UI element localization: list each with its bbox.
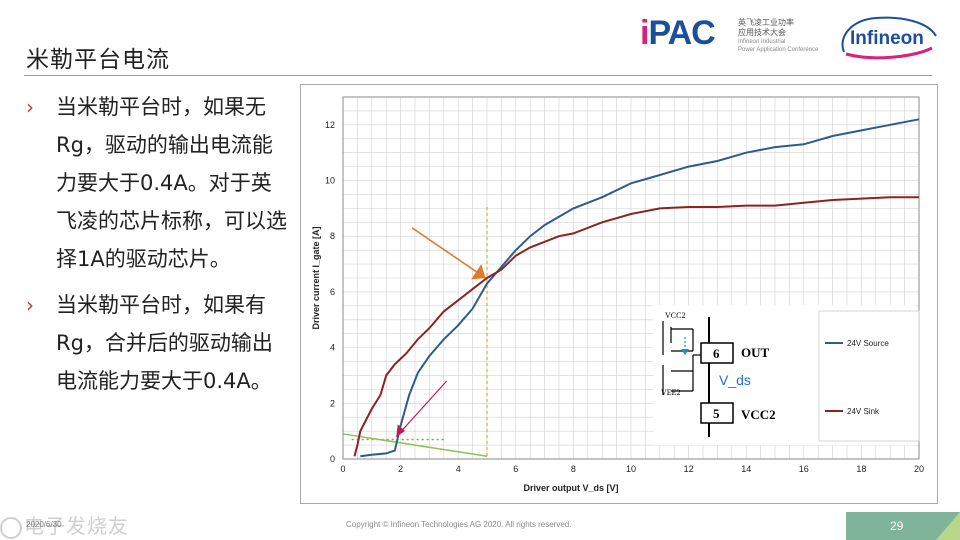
plot-border — [342, 96, 920, 460]
bullet-text: 当米勒平台时，如果有Rg，合并后的驱动输出电流能力要大于0.4A。 — [56, 293, 273, 393]
inset-out-label: OUT — [741, 345, 770, 360]
inset-vcc2-label: VCC2 — [741, 407, 776, 422]
page-number-badge: 29 — [846, 512, 960, 540]
y-axis-label: Driver current I_gate [A] — [311, 226, 321, 329]
inset-pin5-box — [700, 402, 734, 424]
bullet-text: 当米勒平台时，如果无Rg，驱动的输出电流能力要大于0.4A。对于英飞凌的芯片标称… — [56, 95, 287, 271]
red-arrow-icon — [395, 380, 448, 438]
x-tick-label: 10 — [626, 464, 636, 474]
y-tick-label: 10 — [325, 176, 335, 186]
ipac-logo-word: iPAC — [640, 14, 716, 52]
orange-arrow-head-icon — [471, 264, 486, 280]
bullet-list: › 当米勒平台时，如果无Rg，驱动的输出电流能力要大于0.4A。对于英飞凌的芯片… — [26, 88, 292, 408]
infineon-logo: Infineon — [836, 12, 940, 62]
ipac-logo-cn: 英飞凌工业功率 应用技术大会 — [738, 18, 794, 37]
red-arrow-head-icon — [396, 424, 405, 437]
chevron-right-icon: › — [26, 95, 34, 119]
title-divider — [24, 75, 932, 76]
series-line — [353, 196, 919, 457]
y-tick-label: 0 — [330, 454, 335, 464]
footer-date: 2020/6/30 — [26, 520, 62, 529]
y-tick-label: 4 — [330, 343, 335, 353]
corner-triangle-icon — [936, 512, 960, 540]
footer-copyright: Copyright © Infineon Technologies AG 202… — [346, 520, 572, 529]
y-tick-label: 2 — [330, 398, 335, 408]
bullet-item: › 当米勒平台时，如果无Rg，驱动的输出电流能力要大于0.4A。对于英飞凌的芯片… — [26, 88, 292, 278]
watermark-icon — [0, 516, 22, 539]
ipac-logo-en: Infineon Industrial Power Application Co… — [738, 39, 819, 53]
watermark: 电子发烧友 — [0, 510, 129, 539]
page-number: 29 — [890, 519, 904, 533]
x-tick-label: 18 — [856, 464, 866, 474]
y-tick-label: 8 — [330, 231, 335, 241]
chevron-right-icon: › — [26, 293, 34, 317]
legend-box — [818, 310, 920, 442]
series-line — [360, 118, 920, 458]
load-line — [342, 433, 488, 457]
legend-label: 24V Source — [847, 339, 889, 348]
driver-current-chart: 0 2 4 6 8 10 12 14 16 18 20 0 2 4 6 8 10 12 Driver output … — [311, 96, 924, 493]
inset-pin6-label: 6 — [713, 346, 720, 361]
inset-vds-label: V_ds — [719, 372, 751, 388]
y-tick-label: 12 — [325, 120, 335, 130]
infineon-logo-text: Infineon — [850, 28, 924, 49]
x-tick-label: 6 — [513, 464, 518, 474]
x-tick-label: 8 — [571, 464, 576, 474]
orange-arrow-icon — [411, 227, 487, 279]
slide-title: 米勒平台电流 — [26, 47, 170, 73]
x-tick-label: 0 — [340, 464, 345, 474]
x-tick-label: 4 — [456, 464, 461, 474]
inset-vcc2-top-label: VCC2 — [665, 311, 685, 320]
chart-panel: 0 2 4 6 8 10 12 14 16 18 20 0 2 4 6 8 10 12 Driver output … — [300, 84, 938, 504]
x-axis-label: Driver output V_ds [V] — [523, 483, 618, 493]
inset-current-arrow-head-icon — [681, 349, 689, 355]
x-tick-label: 12 — [684, 464, 694, 474]
x-tick-label: 2 — [398, 464, 403, 474]
inset-pin6-box — [700, 342, 734, 364]
legend-label: 24V Sink — [847, 407, 880, 416]
x-tick-label: 16 — [799, 464, 809, 474]
x-tick-label: 20 — [914, 464, 924, 474]
y-tick-label: 6 — [330, 287, 335, 297]
inset-pin5-label: 5 — [713, 406, 720, 421]
inset-vee2-label: VEE2 — [661, 388, 681, 397]
bullet-item: › 当米勒平台时，如果有Rg，合并后的驱动输出电流能力要大于0.4A。 — [26, 286, 292, 400]
ipac-logo: iPAC 英飞凌工业功率 应用技术大会 Infineon Industrial … — [640, 14, 830, 58]
x-tick-label: 14 — [741, 464, 751, 474]
